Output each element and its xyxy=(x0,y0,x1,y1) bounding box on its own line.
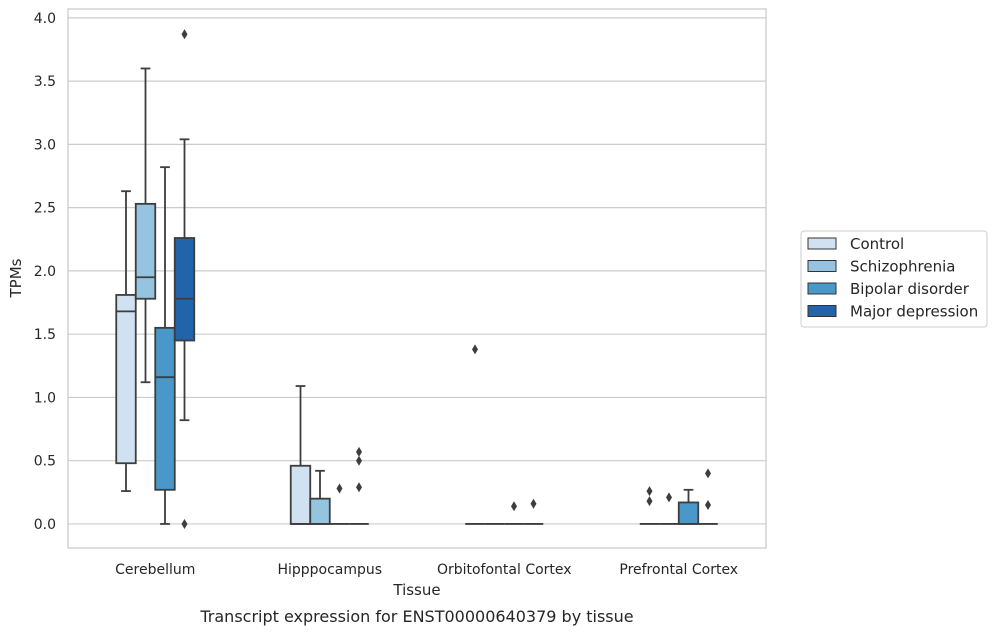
legend-swatch xyxy=(807,260,837,272)
box-group xyxy=(677,488,700,525)
x-tick-label: Cerebellum xyxy=(115,562,195,578)
y-tick-label: 0.5 xyxy=(34,454,56,470)
box xyxy=(677,501,700,525)
outlier-point xyxy=(356,446,362,457)
y-tick-label: 2.5 xyxy=(34,201,56,217)
box-group xyxy=(639,486,660,525)
outlier-point xyxy=(511,501,517,512)
box xyxy=(115,294,137,465)
y-tick-label: 3.0 xyxy=(34,137,56,153)
box-group xyxy=(329,483,350,525)
box-group xyxy=(465,344,485,525)
outlier-point xyxy=(181,518,188,529)
legend-swatch xyxy=(807,237,837,250)
chart-caption: Transcript expression for ENST0000064037… xyxy=(199,607,633,626)
outlier-point xyxy=(356,482,362,493)
outlier-point xyxy=(646,496,653,507)
outlier-point xyxy=(666,492,672,503)
box-plot-area xyxy=(115,29,718,529)
legend-label: Control xyxy=(850,235,904,253)
outlier-point xyxy=(336,483,343,494)
box-group xyxy=(659,492,679,525)
legend-swatch xyxy=(807,305,837,317)
y-tick-label: 0.0 xyxy=(34,517,56,533)
box xyxy=(154,326,176,491)
y-tick-label: 1.0 xyxy=(34,390,56,406)
plot-frame xyxy=(67,8,767,549)
box xyxy=(289,464,312,525)
y-tick-label: 1.5 xyxy=(34,327,56,343)
x-axis-tick-labels: Cerebellum Hipppocampus Orbitofontal Corte… xyxy=(115,562,738,578)
box-group xyxy=(349,446,369,525)
legend-label: Bipolar disorder xyxy=(850,280,970,298)
legend-frame xyxy=(800,230,988,328)
box-group xyxy=(309,469,331,525)
box xyxy=(309,497,331,525)
box-group xyxy=(173,29,196,529)
box-group xyxy=(289,385,312,525)
y-tick-label: 4.0 xyxy=(34,11,56,27)
y-axis-title: TPMs xyxy=(7,258,25,298)
legend: Control Schizophrenia Bipolar disorder Majo… xyxy=(800,230,988,328)
legend-swatch xyxy=(807,282,837,295)
box xyxy=(173,237,196,342)
outlier-point xyxy=(705,468,711,479)
legend-label: Schizophrenia xyxy=(850,258,955,276)
outlier-point xyxy=(646,486,653,497)
box-group xyxy=(523,498,544,525)
x-tick-label: Orbitofontal Cortex xyxy=(437,562,572,578)
legend-label: Major depression xyxy=(850,303,978,321)
box-group xyxy=(698,468,718,525)
box-group xyxy=(115,190,137,492)
y-tick-label: 3.5 xyxy=(34,74,56,90)
outlier-point xyxy=(181,29,188,40)
y-axis-tick-labels: 0.0 0.5 1.0 1.5 2.0 2.5 3.0 3.5 4.0 xyxy=(34,11,56,533)
outlier-point xyxy=(472,344,478,355)
box-group xyxy=(504,501,524,525)
outlier-point xyxy=(530,498,537,509)
y-tick-label: 2.0 xyxy=(34,264,56,280)
x-tick-label: Prefrontal Cortex xyxy=(619,562,738,578)
x-axis-title: Tissue xyxy=(392,581,440,599)
box-group xyxy=(134,67,157,384)
outlier-point xyxy=(356,455,362,466)
x-tick-label: Hipppocampus xyxy=(277,562,382,578)
box-group xyxy=(154,166,176,525)
box xyxy=(134,202,157,300)
outlier-point xyxy=(705,499,711,510)
